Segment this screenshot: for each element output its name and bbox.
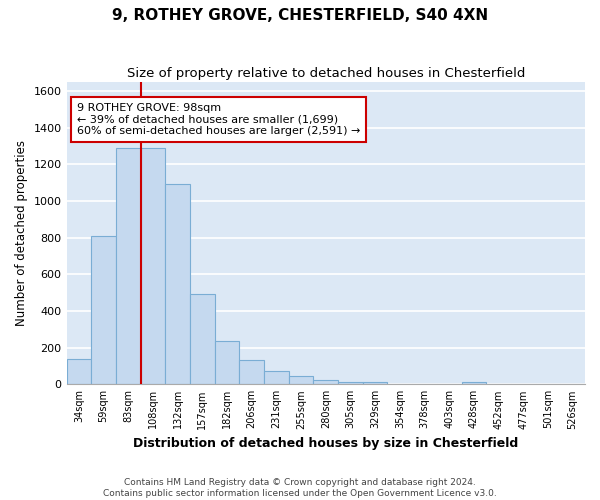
Bar <box>338 382 363 384</box>
Bar <box>264 370 289 384</box>
Bar <box>461 382 486 384</box>
Bar <box>215 341 239 384</box>
Text: 9, ROTHEY GROVE, CHESTERFIELD, S40 4XN: 9, ROTHEY GROVE, CHESTERFIELD, S40 4XN <box>112 8 488 22</box>
Bar <box>363 382 388 384</box>
Bar <box>116 148 140 384</box>
X-axis label: Distribution of detached houses by size in Chesterfield: Distribution of detached houses by size … <box>133 437 518 450</box>
Bar <box>165 184 190 384</box>
Title: Size of property relative to detached houses in Chesterfield: Size of property relative to detached ho… <box>127 68 525 80</box>
Bar <box>190 294 215 384</box>
Y-axis label: Number of detached properties: Number of detached properties <box>15 140 28 326</box>
Text: Contains HM Land Registry data © Crown copyright and database right 2024.
Contai: Contains HM Land Registry data © Crown c… <box>103 478 497 498</box>
Text: 9 ROTHEY GROVE: 98sqm
← 39% of detached houses are smaller (1,699)
60% of semi-d: 9 ROTHEY GROVE: 98sqm ← 39% of detached … <box>77 103 360 136</box>
Bar <box>67 358 91 384</box>
Bar <box>91 236 116 384</box>
Bar <box>289 376 313 384</box>
Bar <box>313 380 338 384</box>
Bar <box>239 360 264 384</box>
Bar <box>140 148 165 384</box>
